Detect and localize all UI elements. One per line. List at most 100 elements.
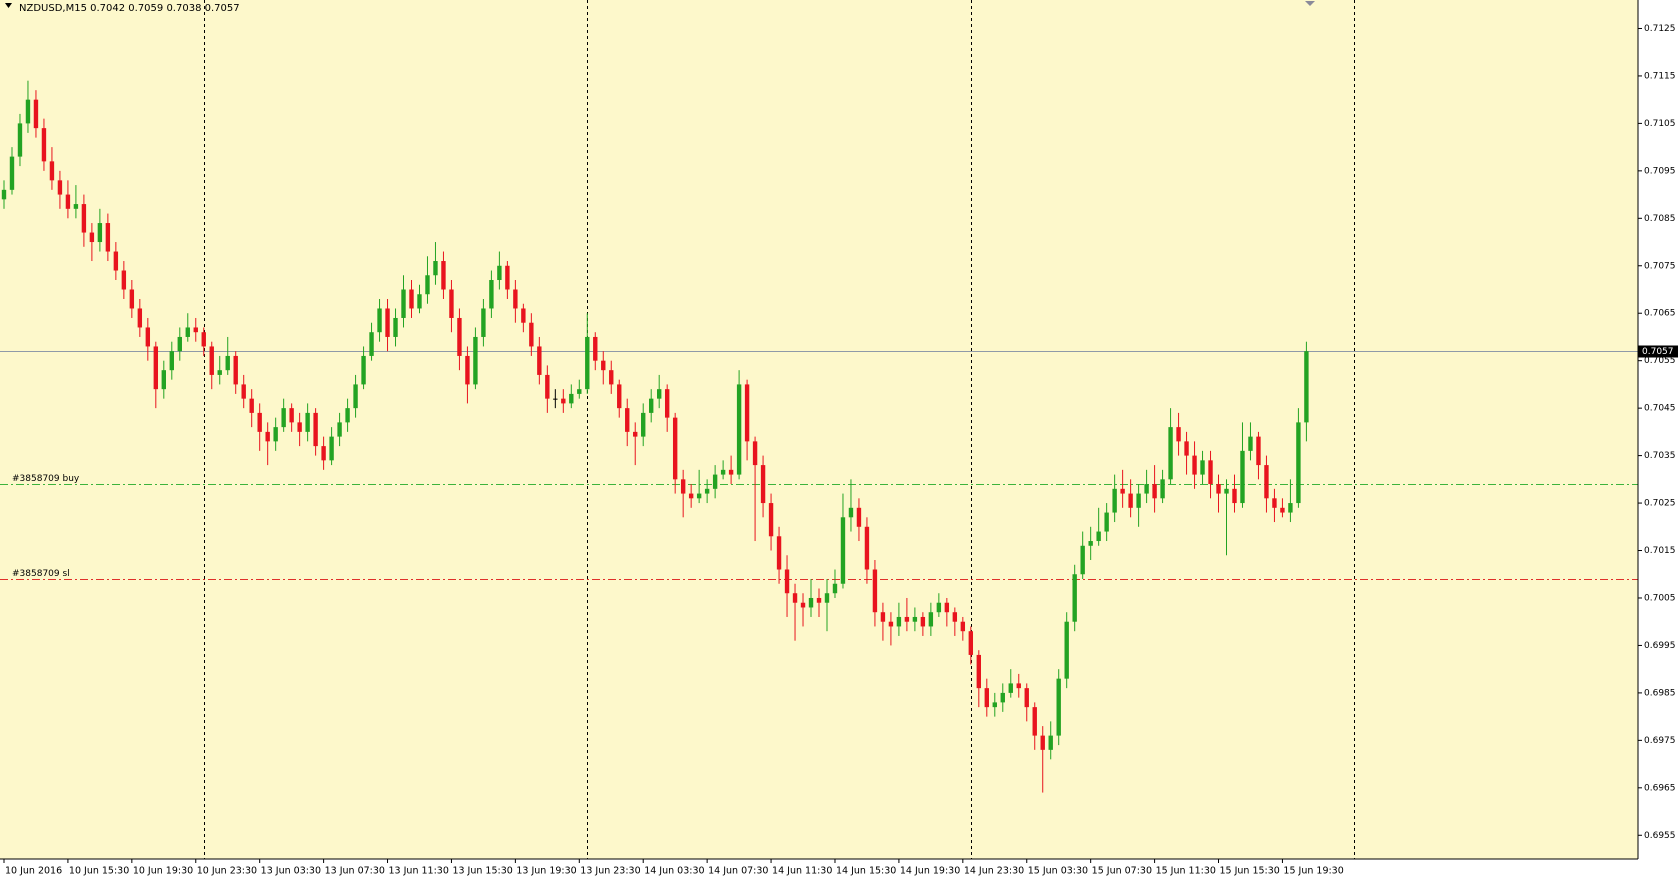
candle-body — [593, 336, 598, 361]
candle-body — [369, 332, 374, 356]
candle-body — [1200, 460, 1205, 475]
candle-body — [481, 308, 486, 337]
candle-body — [776, 536, 782, 570]
x-tick-label: 13 Jun 15:30 — [452, 866, 512, 877]
x-tick-label: 14 Jun 19:30 — [900, 866, 960, 877]
candle-body — [744, 384, 750, 442]
y-tick-label: 0.7075 — [1644, 261, 1676, 271]
candle-body — [201, 332, 206, 347]
shift-marker[interactable] — [1305, 1, 1315, 6]
candle-body — [281, 408, 286, 428]
candle-body — [1296, 422, 1301, 504]
candle-body — [145, 327, 151, 347]
candle-body — [153, 346, 159, 390]
candle-body — [49, 161, 55, 181]
x-tick-label: 13 Jun 11:30 — [389, 866, 449, 877]
candle-body — [1256, 436, 1261, 466]
candle-body — [1192, 455, 1197, 475]
candle-body — [1056, 678, 1061, 736]
candle-body — [513, 289, 518, 309]
candle-body — [273, 427, 278, 442]
x-tick-label: 14 Jun 03:30 — [644, 866, 704, 877]
candle-body — [457, 317, 462, 356]
candle-body — [760, 465, 766, 504]
candle-body — [1248, 436, 1253, 451]
candle-body — [1000, 692, 1005, 703]
chart-title: NZDUSD,M15 0.7042 0.7059 0.7038 0.7057 — [19, 3, 240, 14]
candle-body — [912, 616, 918, 622]
candle-body — [1280, 507, 1285, 513]
candle-body — [57, 180, 63, 195]
candle-body — [609, 370, 614, 385]
candle-body — [1088, 541, 1093, 546]
candle-body — [433, 261, 438, 276]
candle-body — [1072, 574, 1077, 622]
candle-body — [656, 389, 662, 399]
candle-body — [641, 412, 646, 437]
candle-body — [41, 128, 47, 162]
y-tick-label: 0.6955 — [1644, 831, 1676, 841]
y-tick-label: 0.7055 — [1644, 356, 1676, 366]
candle-body — [1136, 493, 1141, 508]
candle-body — [449, 289, 454, 318]
candle-body — [409, 289, 414, 309]
x-tick-label: 13 Jun 23:30 — [580, 866, 640, 877]
candle-body — [664, 389, 670, 418]
candle-body — [920, 616, 926, 627]
candle-body — [1184, 441, 1189, 456]
candle-body — [1080, 545, 1085, 575]
level-lines: #3858709 buy #3858709 sl — [0, 351, 1638, 580]
candle-body — [465, 355, 470, 385]
candle-body — [880, 612, 886, 622]
order-line-label: #3858709 sl — [12, 569, 70, 579]
y-tick-label: 0.7115 — [1644, 71, 1676, 81]
order-line-label: #3858709 buy — [12, 474, 80, 484]
candle-body — [688, 493, 694, 499]
candle-body — [193, 327, 198, 333]
collapse-icon[interactable] — [5, 3, 12, 8]
bid-label: 0.7057 — [1642, 347, 1674, 357]
candle-body — [928, 612, 934, 627]
candle-body — [337, 422, 342, 437]
y-tick-label: 0.6965 — [1644, 783, 1676, 793]
candle-body — [577, 389, 582, 394]
y-tick-label: 0.6985 — [1644, 688, 1676, 698]
candle-body — [896, 616, 902, 627]
x-tick-label: 10 Jun 23:30 — [197, 866, 257, 877]
candle-body — [944, 602, 950, 613]
candle-body — [33, 99, 39, 129]
candle-body — [1152, 484, 1157, 499]
candle-body — [505, 265, 510, 290]
candle-body — [305, 412, 310, 432]
candle-body — [625, 408, 630, 432]
candle-body — [1104, 512, 1109, 532]
candle-body — [217, 370, 222, 375]
x-tick-label: 15 Jun 15:30 — [1220, 866, 1280, 877]
candle-body — [385, 308, 390, 337]
y-tick-label: 0.7095 — [1644, 166, 1676, 176]
candle-body — [704, 488, 710, 494]
candle-body — [856, 507, 862, 527]
candle-body — [569, 393, 574, 404]
candle-body — [617, 384, 622, 409]
candle-body — [97, 223, 103, 243]
candle-body — [752, 441, 758, 466]
x-tick-label: 14 Jun 07:30 — [708, 866, 768, 877]
candle-body — [1168, 427, 1173, 480]
y-tick-label: 0.7035 — [1644, 451, 1676, 461]
candle-body — [521, 308, 526, 323]
candle-body — [1016, 683, 1021, 689]
candle-body — [25, 99, 31, 124]
y-tick-label: 0.7015 — [1644, 546, 1676, 556]
candle-body — [952, 612, 958, 622]
x-tick-label: 10 Jun 15:30 — [69, 866, 129, 877]
x-tick-label: 15 Jun 11:30 — [1156, 866, 1216, 877]
candle-body — [992, 702, 997, 708]
candle-body — [680, 479, 686, 494]
x-tick-label: 14 Jun 11:30 — [772, 866, 832, 877]
y-tick-label: 0.7045 — [1644, 404, 1676, 414]
candle-body — [129, 289, 135, 309]
candle-body — [872, 569, 878, 613]
